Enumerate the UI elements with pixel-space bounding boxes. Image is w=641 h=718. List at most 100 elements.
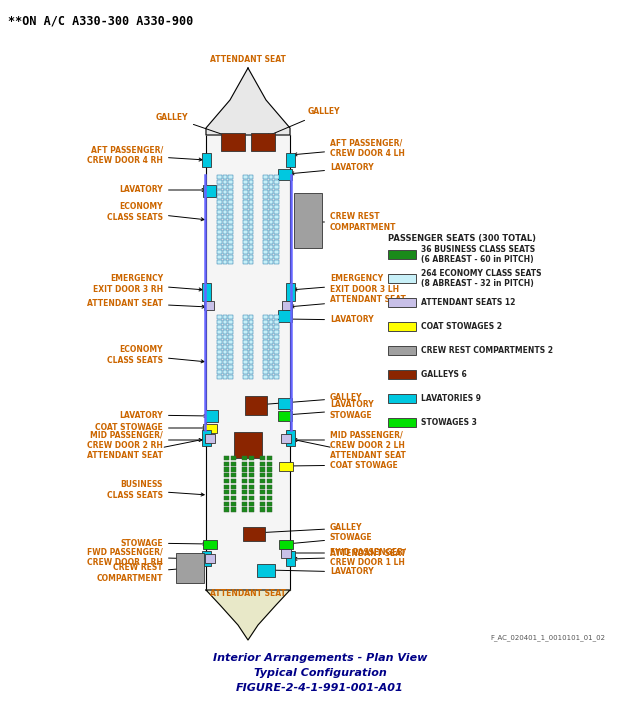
Bar	[224, 467, 229, 472]
Bar	[224, 473, 229, 477]
Polygon shape	[206, 68, 290, 135]
Bar	[217, 210, 222, 214]
Bar	[274, 180, 279, 184]
Bar	[228, 240, 233, 244]
Text: ECONOMY
CLASS SEATS: ECONOMY CLASS SEATS	[107, 202, 204, 222]
Bar	[243, 175, 247, 179]
Bar	[205, 434, 215, 443]
Bar	[228, 200, 233, 204]
Bar	[274, 320, 279, 324]
Text: STOWAGES 3: STOWAGES 3	[421, 418, 477, 427]
Bar	[263, 175, 267, 179]
Bar	[217, 335, 222, 339]
Bar	[231, 467, 236, 472]
Bar	[222, 220, 228, 224]
Bar	[269, 230, 274, 234]
Bar	[222, 195, 228, 199]
Bar	[224, 496, 229, 500]
Bar	[279, 540, 293, 549]
Bar	[263, 375, 267, 379]
Text: AFT PASSENGER/
CREW DOOR 4 RH: AFT PASSENGER/ CREW DOOR 4 RH	[87, 145, 202, 164]
Bar	[217, 250, 222, 253]
Bar	[285, 283, 294, 301]
Bar	[249, 375, 253, 379]
Bar	[269, 210, 274, 214]
Text: Interior Arrangements - Plan View: Interior Arrangements - Plan View	[213, 653, 427, 663]
Bar	[269, 255, 274, 258]
Bar	[243, 315, 247, 319]
Bar	[243, 370, 247, 374]
Text: ATTENDANT SEAT: ATTENDANT SEAT	[87, 438, 206, 460]
Bar	[176, 553, 204, 583]
Text: ATTENDANT SEAT: ATTENDANT SEAT	[290, 438, 406, 460]
Bar	[251, 133, 275, 151]
Bar	[231, 508, 236, 511]
Bar	[249, 255, 253, 258]
Bar	[217, 185, 222, 189]
Bar	[224, 456, 229, 460]
Bar	[249, 210, 253, 214]
Bar	[274, 375, 279, 379]
Bar	[274, 255, 279, 258]
Bar	[249, 335, 253, 339]
Bar	[285, 153, 294, 167]
Bar	[274, 330, 279, 334]
Bar	[217, 315, 222, 319]
Bar	[243, 325, 247, 329]
Bar	[231, 456, 236, 460]
Bar	[263, 225, 267, 229]
Bar	[267, 502, 272, 505]
Bar	[243, 350, 247, 354]
Bar	[228, 230, 233, 234]
Bar	[243, 255, 247, 258]
Bar	[269, 195, 274, 199]
Bar	[269, 250, 274, 253]
Bar	[222, 315, 228, 319]
Bar	[222, 175, 228, 179]
Bar	[260, 496, 265, 500]
Text: LAVATORY: LAVATORY	[289, 315, 374, 325]
Bar	[243, 210, 247, 214]
Bar	[274, 175, 279, 179]
Bar	[263, 325, 267, 329]
Bar	[388, 370, 416, 379]
Bar	[249, 175, 253, 179]
Text: CREW REST
COMPARTMENT: CREW REST COMPARTMENT	[97, 564, 186, 583]
Bar	[222, 260, 228, 264]
Bar	[201, 430, 210, 446]
Bar	[234, 432, 262, 458]
Bar	[249, 215, 253, 219]
Text: 36 BUSINESS CLASS SEATS
(6 ABREAST - 60 in PITCH): 36 BUSINESS CLASS SEATS (6 ABREAST - 60 …	[421, 245, 535, 264]
Text: GALLEYS 6: GALLEYS 6	[421, 370, 467, 379]
Bar	[263, 355, 267, 359]
Bar	[224, 502, 229, 505]
Bar	[243, 250, 247, 253]
Text: ATTENDANT SEAT: ATTENDANT SEAT	[291, 296, 406, 308]
Bar	[217, 360, 222, 364]
Text: Typical Configuration: Typical Configuration	[254, 668, 387, 678]
Text: LAVATORY: LAVATORY	[119, 411, 207, 419]
Bar	[243, 365, 247, 369]
Bar	[274, 360, 279, 364]
Bar	[203, 185, 215, 197]
Bar	[228, 355, 233, 359]
Bar	[263, 250, 267, 253]
Bar	[281, 434, 291, 443]
Bar	[222, 180, 228, 184]
Text: MID PASSENGER/
CREW DOOR 2 LH: MID PASSENGER/ CREW DOOR 2 LH	[294, 430, 405, 449]
Bar	[249, 350, 253, 354]
Bar	[249, 370, 253, 374]
Bar	[269, 320, 274, 324]
Bar	[269, 340, 274, 344]
Bar	[217, 180, 222, 184]
Bar	[242, 462, 247, 466]
Bar	[274, 200, 279, 204]
Bar	[269, 345, 274, 349]
Bar	[228, 190, 233, 194]
Bar	[249, 485, 254, 489]
Bar	[269, 350, 274, 354]
Bar	[249, 180, 253, 184]
Text: GALLEY: GALLEY	[156, 113, 229, 137]
Bar	[217, 215, 222, 219]
Bar	[228, 375, 233, 379]
